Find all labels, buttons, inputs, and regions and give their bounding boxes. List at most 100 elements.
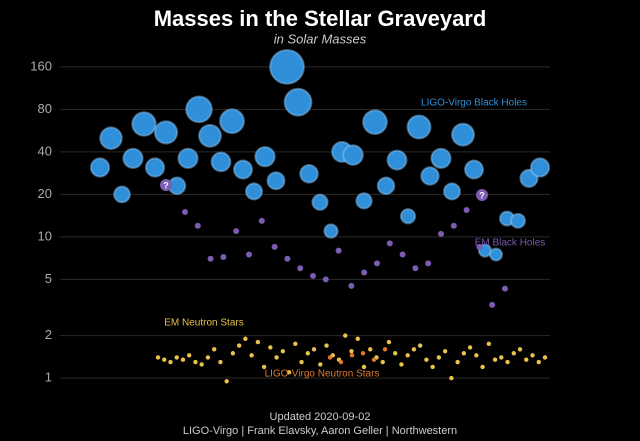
data-point <box>463 159 485 180</box>
data-point <box>463 207 470 214</box>
data-point <box>299 163 319 184</box>
series-label: LIGO-Virgo Neutron Stars <box>265 369 380 380</box>
data-point <box>144 157 166 178</box>
data-point <box>355 336 360 341</box>
y-tick-label: 5 <box>45 271 52 286</box>
data-point <box>258 217 265 224</box>
data-point <box>362 109 388 135</box>
data-point <box>492 357 498 362</box>
data-point <box>430 147 452 169</box>
series-label: EM Neutron Stars <box>164 318 243 329</box>
data-point <box>113 185 131 204</box>
data-point <box>371 357 377 362</box>
data-point <box>243 336 248 341</box>
data-point <box>297 265 304 272</box>
data-point <box>348 282 355 289</box>
data-point <box>131 111 157 137</box>
data-point <box>293 341 298 347</box>
data-point <box>224 379 229 384</box>
data-point <box>343 333 348 338</box>
data-point <box>368 347 373 352</box>
data-point <box>420 166 440 186</box>
data-point <box>153 120 179 145</box>
data-point <box>155 355 161 360</box>
data-point <box>318 362 323 367</box>
data-point <box>236 343 242 348</box>
data-point <box>180 357 186 362</box>
data-point <box>268 345 273 350</box>
data-point <box>194 222 201 229</box>
data-point <box>406 114 432 140</box>
y-tick-label: 160 <box>30 58 52 73</box>
data-point <box>211 347 217 352</box>
data-point <box>499 355 504 360</box>
data-point <box>286 370 292 375</box>
data-point <box>220 254 227 261</box>
data-point <box>246 251 252 258</box>
series-label: LIGO-Virgo Black Holes <box>421 98 527 109</box>
data-point <box>323 223 339 239</box>
data-point <box>386 149 408 171</box>
data-point <box>510 212 526 229</box>
data-point <box>274 355 279 360</box>
data-point <box>450 222 457 229</box>
data-point <box>360 351 366 356</box>
annotation: ? <box>479 190 485 200</box>
data-point <box>442 349 448 354</box>
data-point <box>467 345 473 350</box>
data-point <box>232 159 254 180</box>
data-point <box>162 357 167 362</box>
data-point <box>335 247 342 254</box>
data-point <box>361 364 367 370</box>
data-point <box>530 353 535 358</box>
data-point <box>511 351 516 356</box>
data-point <box>536 359 541 365</box>
data-point <box>327 355 333 360</box>
data-point <box>266 171 286 191</box>
data-point <box>185 95 213 124</box>
data-point <box>233 228 240 235</box>
data-point <box>269 48 305 85</box>
data-point <box>349 349 354 354</box>
data-point <box>99 126 123 150</box>
data-point <box>284 255 291 262</box>
data-point <box>399 362 404 367</box>
data-point <box>386 339 392 345</box>
data-point <box>311 193 329 211</box>
data-point <box>349 353 355 358</box>
data-point <box>305 351 311 356</box>
series-label: EM Black Holes <box>475 238 546 249</box>
data-point <box>283 87 313 117</box>
data-point <box>193 359 198 365</box>
data-point <box>517 347 523 352</box>
data-point <box>311 347 317 352</box>
data-point <box>399 251 406 258</box>
data-point <box>438 230 444 237</box>
data-point <box>205 355 211 360</box>
chart-title: Masses in the Stellar Graveyard <box>154 6 487 31</box>
data-point <box>338 359 344 365</box>
data-point <box>461 351 467 356</box>
data-point <box>476 243 483 250</box>
data-point <box>505 359 510 365</box>
data-point <box>430 364 435 370</box>
data-point <box>168 359 173 365</box>
data-point <box>174 355 179 360</box>
data-point <box>399 208 417 225</box>
data-point <box>255 339 261 345</box>
data-point <box>392 351 398 356</box>
data-point <box>261 364 267 370</box>
y-tick-label: 1 <box>45 370 52 385</box>
data-point <box>489 301 496 308</box>
data-point <box>405 353 410 358</box>
data-point <box>249 353 254 358</box>
y-tick-label: 20 <box>38 186 52 201</box>
footer-date: Updated 2020-09-02 <box>270 411 371 423</box>
data-point <box>488 247 504 262</box>
data-point <box>210 151 232 173</box>
data-point <box>382 347 388 352</box>
data-point <box>355 192 373 210</box>
data-point <box>474 353 479 358</box>
data-point <box>412 265 419 272</box>
data-point <box>519 168 539 188</box>
